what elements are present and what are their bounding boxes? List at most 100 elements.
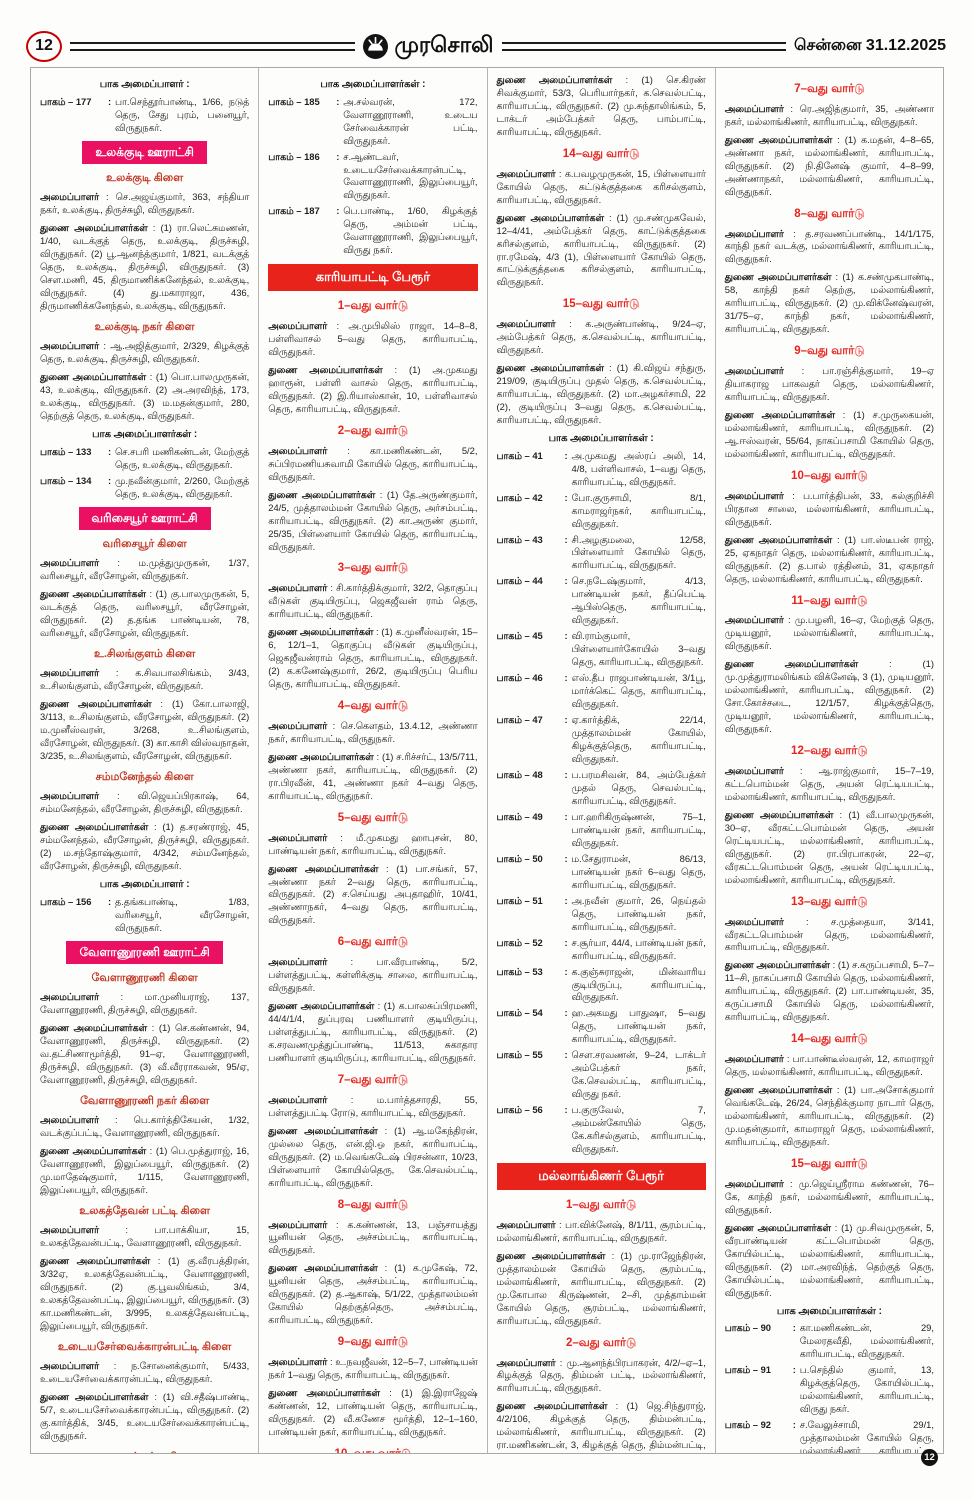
organiser-label: துணை அமைப்பாளர்கள் [40, 371, 147, 383]
part-entry-colon: : [107, 95, 112, 107]
organiser-paragraph: அமைப்பாளர் : பா.வீரபாண்டி, 5/2, பள்ளத்து… [268, 956, 478, 994]
part-entry: பாகம் – 41: அ.முகமது அஸ்ரப் அலி, 14, 4/8,… [497, 450, 706, 489]
part-entry-colon: : [336, 95, 340, 107]
organiser-paragraph: துணை அமைப்பாளர்கள் : (1) பா.ஸ்டீபன் ராஜ்… [724, 533, 934, 584]
panchayat-banner: உலக்குடி ஊராட்சி [82, 140, 207, 165]
organiser-label: துணை அமைப்பாளர்கள் [268, 1000, 375, 1012]
organiser-label: அமைப்பாளர் [724, 227, 784, 239]
organiser-paragraph: துணை அமைப்பாளர்கள் : (1) பொ.பாலமுருகன், … [40, 371, 250, 422]
ward-heading: 12–வது வார்டு [791, 745, 868, 758]
part-entry: பாகம் – 52: ச.சூர்யா, 44/4, பாண்டியன் நகர… [497, 937, 706, 963]
organiser-label: துணை அமைப்பாளர்கள் [268, 862, 379, 874]
organiser-label: அமைப்பாளர் [40, 1224, 100, 1236]
branch-heading: உலகத்தேவன் பட்டி கிளை [79, 1205, 210, 1218]
organiser-paragraph: அமைப்பாளர் : செ.கௌதம், 13.4.12, அண்ணா நக… [268, 719, 478, 744]
organiser-label: துணை அமைப்பாளர்கள் [40, 1391, 149, 1403]
murasoli-logo-icon [362, 33, 388, 59]
ward-heading: 11–வது வார்டு [791, 594, 868, 607]
part-entry-colon: : [107, 445, 112, 457]
organiser-paragraph: துணை அமைப்பாளர்கள் : (1) பா.சங்கர், 57, … [268, 862, 478, 926]
part-organisers-heading: பாக அமைப்பாளர் : [99, 79, 190, 90]
organiser-label: அமைப்பாளர் [268, 719, 328, 731]
organiser-label: அமைப்பாளர் [40, 667, 100, 679]
part-entry-colon: : [564, 491, 568, 503]
part-entry-text: வி.ராம்குமார், பிள்ளையார்கோயில் 3–வது தெ… [571, 630, 706, 668]
branch-heading: சம்மனேந்தல் கிளை [95, 771, 194, 783]
part-entry-number: பாகம் – 47 [496, 714, 543, 726]
edition-dateline: சென்னை 31.12.2025 [794, 37, 947, 54]
ward-heading: 1–வது வார்டு [337, 300, 408, 313]
organiser-paragraph: துணை அமைப்பாளர்கள் : (1) ச.முருகையன், மல… [724, 409, 934, 459]
organiser-paragraph: அமைப்பாளர் : சி.கார்த்திக்குமார், 32/2, … [268, 582, 478, 620]
organiser-paragraph: அமைப்பாளர் : க.பவழமுருகன், 15, பிள்ளையார… [496, 167, 706, 205]
organiser-label: அமைப்பாளர் [268, 444, 328, 456]
part-entry-colon: : [564, 1007, 568, 1019]
organiser-label: அமைப்பாளர் [724, 614, 784, 626]
part-entry-colon: : [564, 852, 568, 864]
part-entry-colon: : [336, 205, 340, 217]
ward-heading: 6–வது வார்டு [337, 936, 408, 949]
organiser-paragraph: அமைப்பாளர் : ஆ.அஜித்குமார், 2/329, கிழக்… [40, 340, 250, 365]
ward-heading: 2–வது வார்டு [337, 424, 408, 437]
column-2: பாக அமைப்பாளர்கள் : பாகம் – 185: அ.சல்வரன்… [259, 68, 488, 1453]
part-entry-colon: : [792, 1322, 796, 1334]
part-entry-number: பாகம் – 133 [40, 445, 92, 457]
organiser-paragraph: அமைப்பாளர் : கா.மணிகண்டன், 5/2, சுப்பிரம… [268, 444, 478, 482]
part-entry-number: பாகம் – 48 [496, 768, 543, 780]
organiser-label: அமைப்பாளர் [40, 191, 100, 203]
part-entry-text: செ.சபரி மணிகண்டன், மேற்குத் தெரு, உலக்கு… [115, 445, 250, 470]
organiser-label: அமைப்பாளர் [268, 582, 328, 594]
column-3: துணை அமைப்பாளர்கள் : (1) செ.கிரண் சிவக்க… [488, 68, 716, 1453]
part-entry-text: ப.செந்தில் குமார், 13, கிழக்குத்தெரு, கோ… [799, 1364, 934, 1414]
organiser-label: அமைப்பாளர் [496, 318, 556, 330]
part-entry-number: பாகம் – 177 [40, 95, 92, 107]
ward-heading: 10–வது வார்டு [791, 469, 868, 482]
organiser-paragraph: அமைப்பாளர் : ந.சோனைக்குமார், 5/433, உடைய… [40, 1360, 250, 1385]
ward-heading: 4–வது வார்டு [337, 700, 408, 713]
organiser-paragraph: துணை அமைப்பாளர்கள் : (1) பெ.முத்துராஜ், … [40, 1145, 250, 1196]
part-entry-text: கா.மணிகண்டன், 29, மேலரதவீதி, மல்லாங்கிணர… [799, 1322, 934, 1360]
part-entry: பாகம் – 46: எஸ்.தீப ராஜபாண்டியன், 3/1பூ, … [497, 672, 706, 711]
organiser-paragraph: அமைப்பாளர் : மு.ஆனந்த்பிரபாகரன், 4/2/–ஏ–… [496, 1356, 706, 1394]
part-entry-colon: : [564, 630, 568, 642]
organiser-paragraph: அமைப்பாளர் : பா.ரஞ்சித்குமார், 19–ஏ தியா… [724, 365, 934, 403]
town-panchayat-banner: மல்லாங்கிணர் பேரூர் [496, 1163, 706, 1191]
part-entry-number: பாகம் – 52 [496, 936, 543, 948]
ward-heading: 5–வது வார்டு [337, 811, 408, 824]
organiser-paragraph: அமைப்பாளர் : அ.முபிலிஸ் ராஜா, 14–8–8, பள… [268, 320, 478, 358]
ward-heading: 2–வது வார்டு [565, 1336, 637, 1349]
page-number-badge: 12 [26, 30, 62, 62]
organiser-paragraph: அமைப்பாளர் : பா.பாண்டீஸ்வரன், 12, காமராஜ… [724, 1053, 934, 1078]
organiser-label: அமைப்பாளர் [724, 489, 784, 501]
branch-heading: உ.சிலங்குளம் கிளை [93, 648, 196, 661]
organiser-paragraph: துணை அமைப்பாளர்கள் : (1) அ.முகமது ஹாரூன்… [268, 363, 478, 414]
part-entry-colon: : [564, 936, 568, 948]
part-organisers-heading: பாக அமைப்பாளர்கள் : [92, 428, 198, 440]
part-organisers-heading: பாக அமைப்பாளர்கள் : [320, 79, 426, 90]
part-entry-colon: : [564, 449, 568, 461]
organiser-label: துணை அமைப்பாளர்கள் [724, 133, 833, 145]
part-entry-number: பாகம் – 43 [496, 533, 543, 545]
part-entry-text: ச.ஆண்டவர், உடையசேர்வைக்காரன்பட்டி, வேளாண… [343, 150, 478, 201]
part-entry: பாகம் – 187: பெ.பாண்டி, 1/60, கிழக்குத் த… [268, 205, 477, 257]
organiser-label: அமைப்பாளர் [40, 1114, 100, 1126]
organiser-label: அமைப்பாளர் [40, 557, 100, 569]
organiser-paragraph: அமைப்பாளர் : பா.பாக்கியா, 15, உலகத்தேவன்… [40, 1224, 250, 1249]
organiser-paragraph: துணை அமைப்பாளர்கள் : (1) க.மதன், 4–8–65,… [724, 133, 934, 197]
part-entry-colon: : [792, 1364, 796, 1376]
organiser-label: அமைப்பாளர் [724, 102, 784, 114]
part-entry: பாகம் – 50: ம.சேதுராமன், 86/13, பாண்டியன்… [497, 853, 706, 892]
part-entry-text: ப.குருவேல், 7, அம்மன்கோயில் தெரு, கே.கரி… [571, 1104, 706, 1155]
part-entry-text: ச.வேலுச்சாமி, 29/1, முத்தாலம்மன் கோயில் … [799, 1418, 934, 1453]
part-entry-number: பாகம் – 55 [496, 1049, 543, 1061]
part-entry-text: பா.செந்தூர்பாண்டி, 1/66, நடுத் தெரு, சேத… [115, 95, 250, 133]
part-entry-colon: : [107, 474, 112, 486]
part-entry-text: அ.சல்வரன், 172, வேளாணூராணி, உடைய சேர்வைக… [343, 95, 478, 146]
part-entry: பாகம் – 53: க.குஞ்சுராஜன், மின்வாரிய குடி… [497, 966, 706, 1005]
part-entry-number: பாகம் – 156 [40, 895, 92, 907]
part-entry-colon: : [107, 895, 112, 907]
organiser-label: துணை அமைப்பாளர்கள் [496, 1400, 608, 1412]
part-entry-number: பாகம் – 186 [268, 150, 320, 162]
part-entry-colon: : [564, 575, 568, 587]
part-entry-text: த.தங்கபாண்டி, 1/83, வரிசையூர், வீரசோழன்,… [115, 895, 250, 933]
